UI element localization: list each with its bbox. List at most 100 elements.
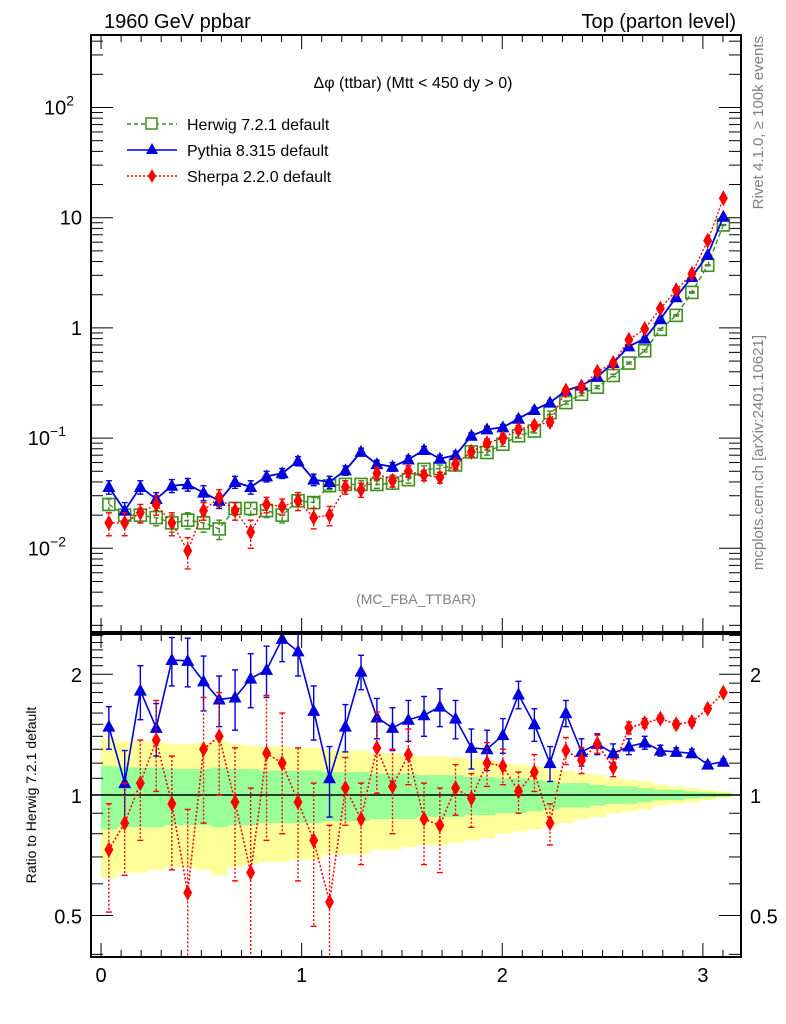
ratio-data-point [575, 744, 589, 757]
data-point [102, 497, 116, 512]
data-point [622, 356, 636, 370]
ratio-y-tick-label: 1 [71, 786, 82, 808]
data-point [482, 435, 492, 452]
data-point [307, 472, 321, 485]
ratio-data-point [372, 739, 382, 756]
data-point [386, 459, 400, 472]
ratio-band-bin [179, 769, 197, 826]
header-left: 1960 GeV ppbar [104, 11, 251, 33]
series-pythia [102, 209, 730, 521]
rivet-version-label: Rivet 4.1.0, ≥ 100k events [750, 36, 767, 209]
ratio-data-point [165, 653, 179, 666]
data-point [561, 382, 571, 399]
data-point [277, 498, 287, 515]
ratio-band-bin [274, 770, 291, 824]
x-tick-label: 3 [697, 965, 708, 987]
ratio-data-point [640, 715, 650, 732]
ratio-data-point [323, 771, 337, 784]
data-point [167, 514, 177, 531]
ratio-data-point [498, 758, 508, 775]
ratio-data-point [606, 746, 620, 759]
data-point [669, 308, 684, 323]
data-point [135, 504, 145, 521]
data-point [325, 507, 335, 524]
y-tick-label: 10−2 [28, 533, 66, 560]
data-point [246, 524, 256, 541]
ratio-data-point [545, 815, 555, 832]
ratio-data-point [386, 720, 400, 733]
ratio-series-sherpa [104, 684, 728, 957]
ratio-data-point [716, 754, 730, 767]
ratio-data-point [417, 708, 431, 721]
x-tick-label: 1 [296, 965, 307, 987]
ratio-data-point [687, 713, 697, 730]
ratio-band-bin [369, 773, 386, 820]
ratio-band-bin [494, 778, 512, 814]
data-point [354, 444, 368, 457]
ratio-plot-frame [90, 633, 742, 958]
data-point [338, 463, 352, 476]
data-point [685, 285, 699, 300]
legend-item-pythia: Pythia 8.315 default [127, 143, 329, 160]
header-right: Top (parton level) [581, 11, 736, 33]
legend-item-sherpa: Sherpa 2.2.0 default [127, 169, 332, 186]
data-point [181, 477, 195, 490]
legend-label: Pythia 8.315 default [187, 143, 329, 160]
ratio-data-point [685, 746, 699, 759]
data-point [640, 320, 650, 337]
data-point [228, 474, 242, 487]
data-point [291, 453, 305, 466]
ratio-data-point [466, 790, 476, 807]
ratio-band-bin [479, 776, 496, 816]
data-point [498, 430, 508, 447]
ratio-band-bin [100, 766, 118, 830]
main-plot-frame [90, 34, 742, 633]
data-point [592, 363, 602, 380]
ratio-data-point [496, 728, 510, 741]
data-point [480, 422, 494, 435]
ratio-y-tick-label: 2 [71, 665, 82, 687]
data-point [244, 480, 258, 493]
ratio-data-point [120, 815, 130, 832]
ratio-band-bin [400, 773, 417, 820]
main-panel: 102 10 1 10−1 10−2 Δφ (ttbar) (Mtt < 450 dy … [28, 34, 742, 633]
data-point [370, 457, 384, 470]
legend-item-herwig: Herwig 7.2.1 default [127, 117, 330, 134]
ratio-data-point [277, 755, 287, 772]
data-point [372, 465, 382, 482]
data-point [180, 513, 195, 527]
ratio-data-point [275, 634, 289, 644]
ratio-data-point [183, 884, 193, 901]
ratio-data-point [718, 684, 728, 701]
ratio-data-point [104, 841, 114, 858]
ratio-data-point [214, 728, 224, 745]
series-line [108, 216, 725, 513]
data-point [199, 502, 209, 519]
data-point [197, 485, 211, 498]
ratio-axis-ticks: 0 1 2 3 2 2 1 1 0.5 0.5 [54, 634, 778, 987]
ratio-data-point [482, 755, 492, 772]
ratio-data-point [228, 690, 242, 703]
data-point [102, 480, 116, 493]
ratio-data-point [669, 744, 683, 757]
ratio-y-tick-label-right: 0.5 [750, 907, 778, 929]
ratio-data-point [151, 732, 161, 749]
ratio-uncertainty-bands [100, 738, 732, 879]
ratio-data-point [167, 795, 177, 812]
ratio-data-point [133, 683, 147, 696]
data-point [703, 232, 713, 249]
ratio-data-point [135, 775, 145, 792]
ratio-data-point [449, 711, 463, 724]
ratio-data-point [181, 653, 195, 666]
data-point [214, 489, 224, 506]
legend-marker-diamond-icon [148, 169, 156, 183]
mcplots-source-label: mcplots.cern.ch [arXiv:2401.10621] [750, 335, 767, 570]
ratio-data-point [608, 759, 618, 776]
data-point [514, 421, 524, 438]
data-point [716, 209, 730, 222]
ratio-data-point [197, 674, 211, 687]
ratio-data-point [262, 745, 272, 762]
data-point [212, 522, 226, 536]
ratio-data-point [653, 743, 667, 756]
